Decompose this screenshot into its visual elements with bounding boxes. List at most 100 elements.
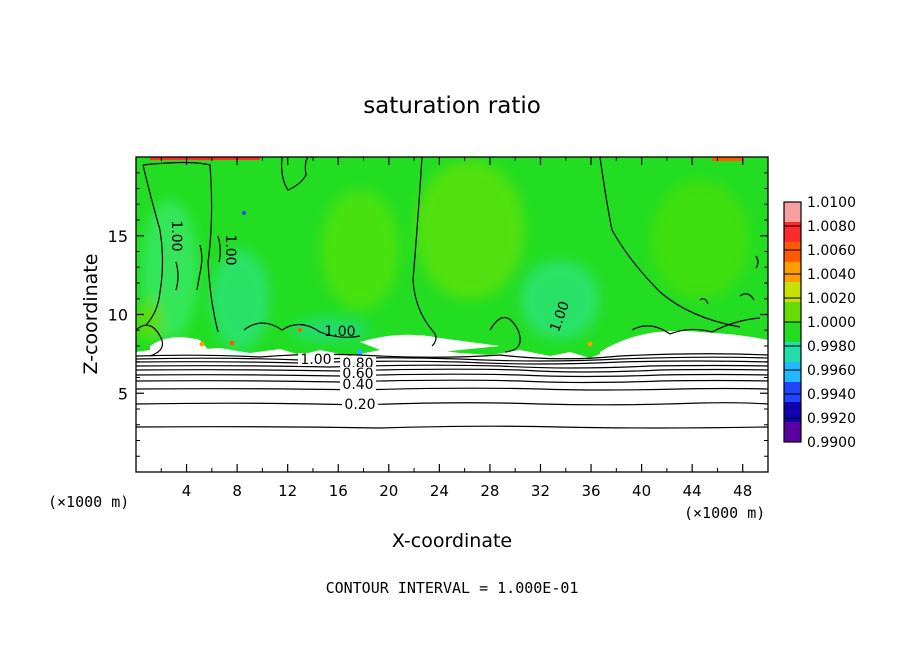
- x-tick-label: 12: [278, 482, 297, 500]
- contour-label-bg: [298, 353, 334, 366]
- contour-line: [136, 402, 768, 406]
- colorbar-label: 1.0100: [807, 195, 856, 211]
- colorbar-label: 0.9980: [807, 339, 856, 355]
- contour-line: [599, 157, 741, 328]
- x-tick-label: 28: [480, 482, 499, 500]
- contour-label: 0.20: [344, 397, 375, 413]
- plot-area: [136, 157, 768, 472]
- contour-labels: 1.00 1.001.001.001.00 0.800.600.400.20: [168, 220, 573, 413]
- contours-upper: [136, 157, 761, 357]
- contour-line: [699, 298, 709, 305]
- x-tick-label: 48: [733, 482, 752, 500]
- contours-lower: [136, 353, 768, 429]
- colorbar-swatch: [784, 302, 801, 323]
- colorbar-swatch: [784, 202, 801, 223]
- cloud-pocket: [150, 337, 210, 354]
- contour-line: [136, 360, 768, 365]
- contour-line: [631, 317, 761, 335]
- contour-label: 1.00: [168, 220, 184, 251]
- chart-title: saturation ratio: [363, 93, 541, 119]
- colorbar-swatch: [784, 362, 801, 383]
- x-tick-label: 36: [581, 482, 600, 500]
- contour-line: [136, 356, 768, 362]
- y-axis-label: Z-coordinate: [80, 254, 102, 375]
- contour-label-bg: [340, 378, 376, 391]
- y-axis: 5 10 15: [108, 172, 768, 457]
- colorbar-swatch: [784, 262, 801, 283]
- field-speckle: [199, 341, 205, 347]
- contour-label: 0.40: [342, 377, 373, 393]
- field-speckle: [150, 157, 260, 160]
- colorbar-label: 1.0040: [807, 267, 856, 283]
- contour-interval-note: CONTOUR INTERVAL = 1.000E-01: [326, 579, 579, 597]
- x-tick-label: 40: [632, 482, 651, 500]
- contour-line: [175, 261, 179, 291]
- contour-line: [243, 322, 361, 338]
- contour-label: 1.00: [300, 352, 331, 368]
- field-speckle: [242, 211, 246, 215]
- contour-line: [136, 324, 163, 357]
- field-speckle: [229, 340, 235, 346]
- contour-label-bg: [342, 398, 378, 411]
- contour-line: [136, 364, 768, 369]
- colorbar-label: 1.0080: [807, 219, 856, 235]
- contour-line: [489, 316, 521, 353]
- x-axis-label: X-coordinate: [392, 530, 512, 552]
- colorbar-label: 1.0060: [807, 243, 856, 259]
- contour-line: [739, 293, 755, 301]
- contour-label: 1.00: [324, 324, 355, 340]
- colorbar-swatch: [784, 382, 801, 403]
- colorbar-swatch: [784, 282, 801, 303]
- cloud-pocket: [360, 334, 500, 352]
- contour-line: [136, 425, 768, 429]
- colorbar-label: 0.9920: [807, 411, 856, 427]
- colorbar-swatch: [784, 242, 801, 263]
- contour-label: 1.00: [222, 234, 238, 265]
- cloud-pocket: [600, 330, 768, 356]
- contour-line: [142, 161, 219, 333]
- colorbar-label: 0.9960: [807, 363, 856, 379]
- x-tick-label: 16: [329, 482, 348, 500]
- colorbar-swatch: [784, 342, 801, 363]
- colorbar-label: 0.9940: [807, 387, 856, 403]
- contour-line: [136, 387, 768, 391]
- contour-line: [412, 157, 437, 347]
- x-tick-label: 20: [379, 482, 398, 500]
- field-speckle: [357, 349, 363, 355]
- field-speckle: [712, 157, 744, 161]
- contour-line: [136, 368, 768, 373]
- colorbar-swatch: [784, 322, 801, 343]
- colorbar-label: 1.0020: [807, 291, 856, 307]
- field-shading: [136, 160, 750, 350]
- x-unit-label-right: (×1000 m): [684, 504, 765, 522]
- contour-line: [755, 255, 759, 269]
- contour-label-bg: [340, 367, 376, 380]
- y-tick-label: 5: [118, 384, 128, 403]
- x-axis: 4 8 12 16 20 24 28 32 36 40 44 48: [160, 157, 752, 500]
- y-tick-label: 10: [108, 306, 128, 325]
- x-tick-label: 4: [182, 482, 192, 500]
- colorbar-swatch: [784, 222, 801, 243]
- colorbar-label: 0.9900: [807, 435, 856, 451]
- colorbar-swatch: [784, 422, 801, 443]
- colorbar-swatch: [784, 402, 801, 423]
- colorbar-label: 1.0000: [807, 315, 856, 331]
- x-tick-label: 44: [683, 482, 702, 500]
- contour-line: [217, 235, 221, 263]
- y-tick-label: 15: [108, 227, 128, 246]
- contour-line: [142, 164, 164, 326]
- contour-line: [136, 353, 768, 360]
- contour-line: [196, 244, 203, 291]
- contour-line: [281, 157, 309, 191]
- contour-label-bg: [340, 357, 376, 370]
- field-speckle: [587, 341, 593, 347]
- x-tick-label: 32: [531, 482, 550, 500]
- colorbar: 1.0100 1.0080 1.0060 1.0040 1.0020 1.0000 0.99…: [783, 195, 856, 451]
- x-unit-label-left: (×1000 m): [48, 493, 129, 511]
- field-speckle: [298, 328, 302, 332]
- x-tick-label: 24: [430, 482, 449, 500]
- contour-line: [136, 379, 768, 384]
- contour-line: [136, 373, 768, 378]
- x-tick-label: 8: [232, 482, 242, 500]
